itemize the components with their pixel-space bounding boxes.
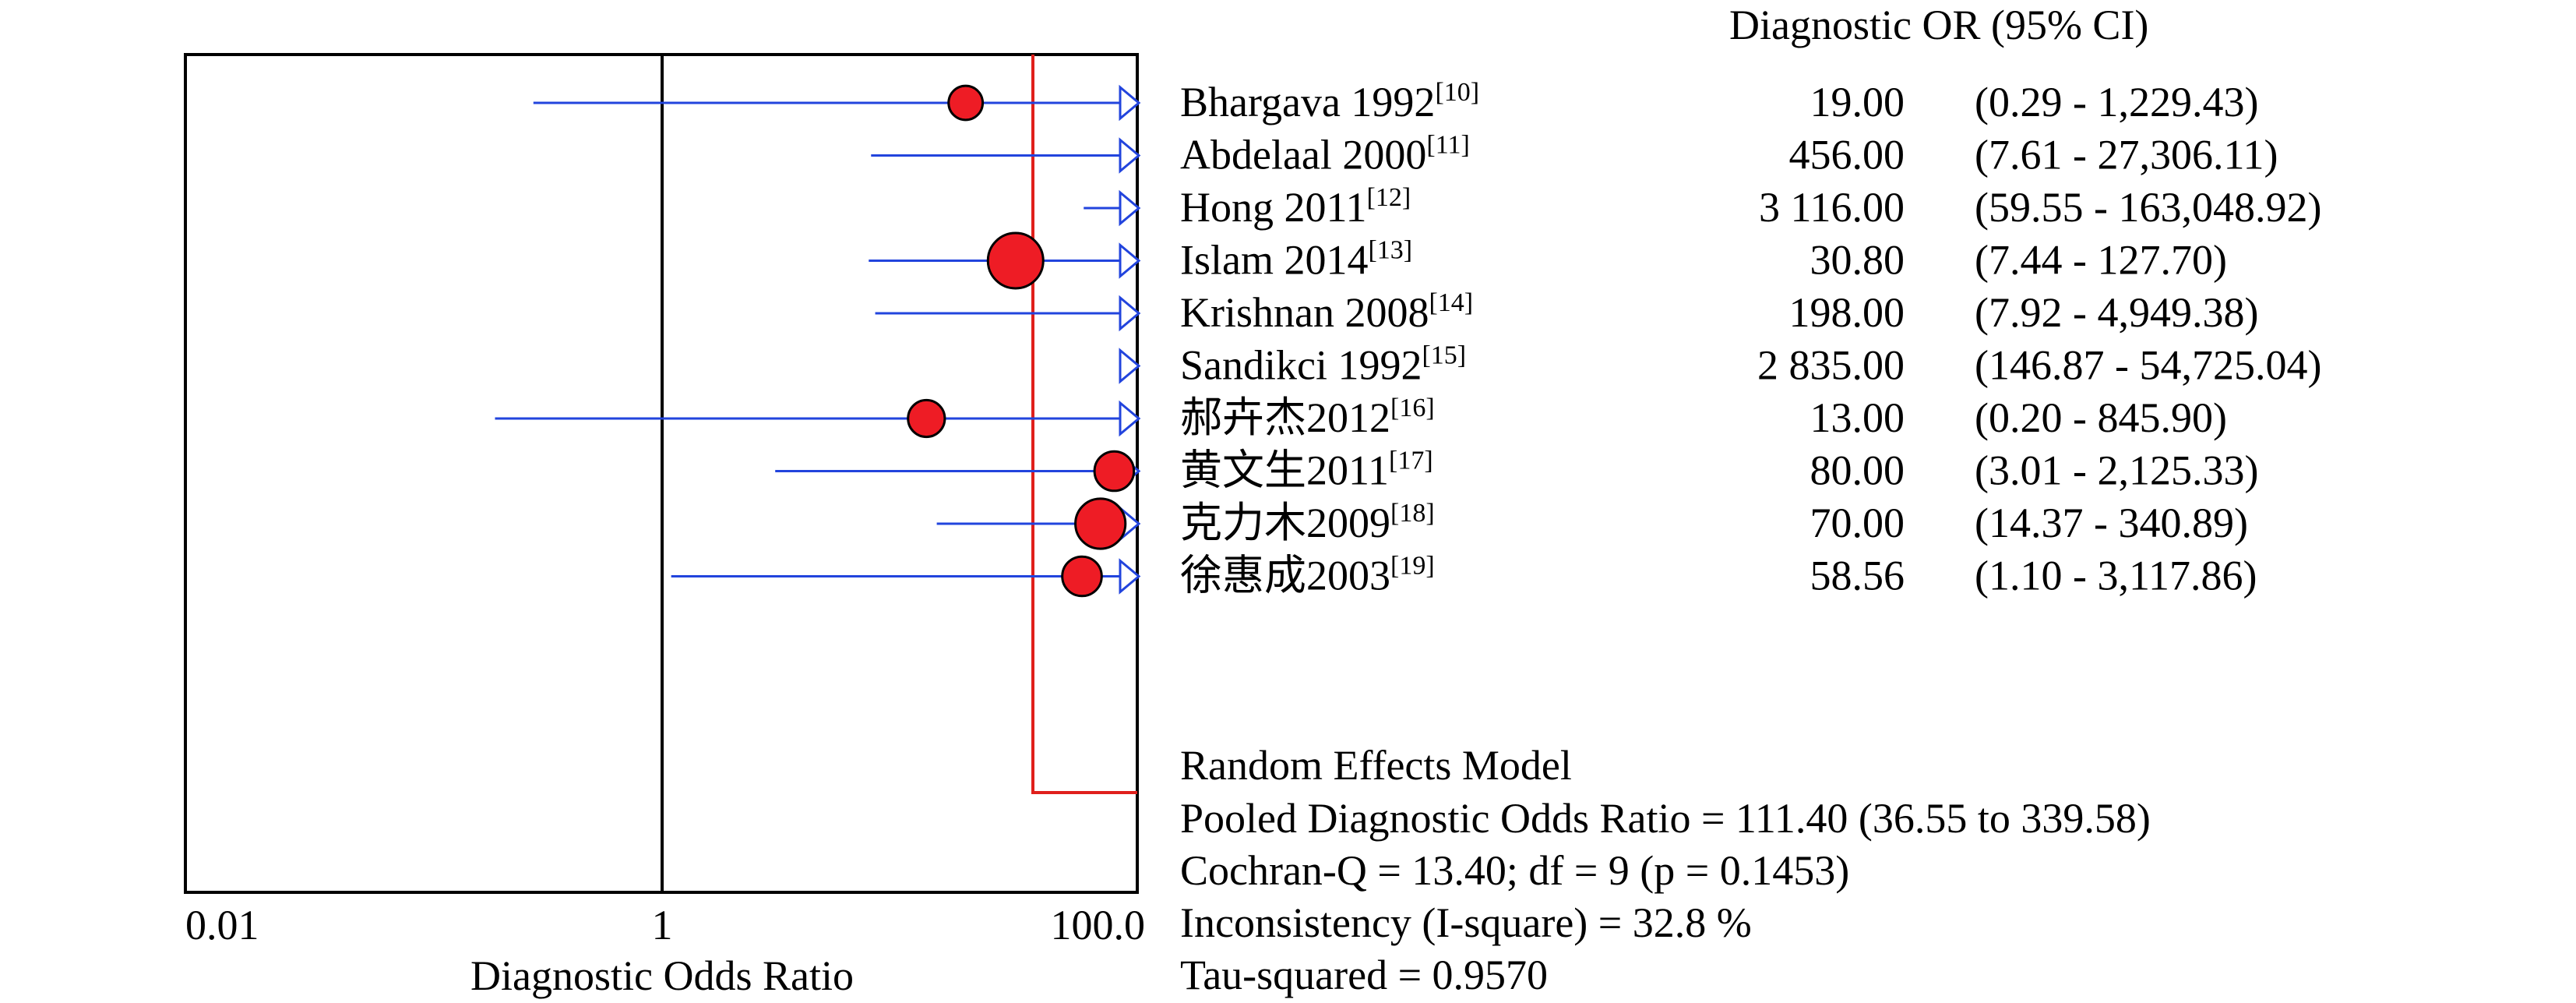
study-name: Abdelaal 2000 bbox=[1180, 132, 1426, 178]
ci-arrow-marker bbox=[1119, 242, 1141, 279]
study-name: Sandikci 1992 bbox=[1180, 342, 1422, 389]
study-name: 郝卉杰2012 bbox=[1180, 394, 1390, 441]
study-ref: [11] bbox=[1426, 131, 1469, 160]
study-row: 郝卉杰2012[16] 13.00 (0.20 - 845.90) bbox=[495, 394, 2227, 441]
ci-arrow-marker bbox=[1119, 558, 1141, 595]
point-estimate bbox=[907, 398, 946, 439]
study-ci-value: (7.92 - 4,949.38) bbox=[1975, 289, 2258, 336]
pooled-estimate-line bbox=[1031, 55, 1137, 794]
study-row: Abdelaal 2000[11] 456.00 (7.61 - 27,306.11… bbox=[871, 131, 2278, 178]
study-or-value: 198.00 bbox=[1789, 289, 1905, 336]
summary-cochran: Cochran-Q = 13.40; df = 9 (p = 0.1453) bbox=[1180, 847, 1849, 894]
x-tick-label-min: 0.01 bbox=[185, 902, 259, 948]
study-label: Hong 2011[12] bbox=[1180, 183, 1411, 231]
study-ref: [19] bbox=[1390, 552, 1435, 581]
study-name: 徐惠成2003 bbox=[1180, 553, 1390, 599]
study-or-value: 30.80 bbox=[1810, 237, 1905, 284]
study-ci-value: (146.87 - 54,725.04) bbox=[1975, 342, 2321, 389]
study-row: Islam 2014[13] 30.80 (7.44 - 127.70) bbox=[869, 231, 2227, 290]
study-label: 徐惠成2003[19] bbox=[1180, 552, 1435, 599]
study-label: Bhargava 1992[10] bbox=[1180, 78, 1479, 125]
study-ci-value: (0.29 - 1,229.43) bbox=[1975, 79, 2258, 125]
x-tick-label-mid: 1 bbox=[652, 902, 673, 948]
point-estimate bbox=[986, 231, 1045, 290]
summary-block: Random Effects Model Pooled Diagnostic O… bbox=[1180, 742, 2151, 998]
summary-tau: Tau-squared = 0.9570 bbox=[1180, 952, 1548, 998]
study-ci-value: (14.37 - 340.89) bbox=[1975, 500, 2248, 546]
ci-arrow-marker bbox=[1119, 137, 1141, 174]
study-or-value: 13.00 bbox=[1810, 394, 1905, 441]
study-or-value: 80.00 bbox=[1810, 447, 1905, 494]
study-row: Sandikci 1992[15] 2 835.00 (146.87 - 54,72… bbox=[1119, 341, 2321, 389]
study-or-value: 70.00 bbox=[1810, 500, 1905, 546]
study-row: 徐惠成2003[19] 58.56 (1.10 - 3,117.86) bbox=[671, 552, 2257, 599]
study-ci-value: (1.10 - 3,117.86) bbox=[1975, 553, 2257, 599]
study-rows: Bhargava 1992[10] 19.00 (0.29 - 1,229.43) A… bbox=[495, 78, 2321, 599]
study-name: Hong 2011 bbox=[1180, 184, 1367, 231]
study-label: 黄文生2011[17] bbox=[1180, 447, 1433, 494]
ci-arrow-marker bbox=[1119, 189, 1141, 227]
study-or-value: 2 835.00 bbox=[1757, 342, 1905, 389]
study-ci-value: (7.44 - 127.70) bbox=[1975, 237, 2227, 284]
ci-arrow-marker bbox=[1119, 84, 1141, 122]
study-ci-value: (7.61 - 27,306.11) bbox=[1975, 132, 2278, 178]
study-ref: [17] bbox=[1389, 447, 1433, 475]
summary-model: Random Effects Model bbox=[1180, 742, 1572, 789]
study-ci-value: (59.55 - 163,048.92) bbox=[1975, 184, 2321, 231]
study-label: Krishnan 2008[14] bbox=[1180, 288, 1473, 336]
ci-arrow-marker bbox=[1119, 400, 1141, 437]
study-row: 克力木2009[18] 70.00 (14.37 - 340.89) bbox=[936, 497, 2248, 550]
study-or-value: 456.00 bbox=[1789, 132, 1905, 178]
study-ci-value: (0.20 - 845.90) bbox=[1975, 394, 2227, 441]
study-label: 郝卉杰2012[16] bbox=[1180, 394, 1435, 441]
x-tick-label-max: 100.0 bbox=[1051, 902, 1146, 948]
study-name: Islam 2014 bbox=[1180, 237, 1368, 284]
study-label: 克力木2009[18] bbox=[1180, 499, 1435, 546]
study-name: Krishnan 2008 bbox=[1180, 289, 1429, 336]
ci-arrow-marker bbox=[1119, 348, 1141, 384]
study-row: 黄文生2011[17] 80.00 (3.01 - 2,125.33) bbox=[775, 447, 2258, 494]
study-row: Bhargava 1992[10] 19.00 (0.29 - 1,229.43) bbox=[533, 78, 2258, 125]
study-or-value: 19.00 bbox=[1810, 79, 1905, 125]
x-axis-label: Diagnostic Odds Ratio bbox=[470, 952, 854, 999]
study-or-value: 58.56 bbox=[1810, 553, 1905, 599]
study-label: Sandikci 1992[15] bbox=[1180, 341, 1466, 389]
ci-column-header: Diagnostic OR (95% CI) bbox=[1729, 2, 2148, 48]
study-label: Islam 2014[13] bbox=[1180, 236, 1412, 284]
study-label: Abdelaal 2000[11] bbox=[1180, 131, 1470, 178]
study-ref: [12] bbox=[1367, 183, 1411, 212]
study-ref: [18] bbox=[1390, 499, 1435, 528]
point-estimate bbox=[1093, 450, 1136, 493]
study-ref: [10] bbox=[1435, 78, 1479, 107]
study-ref: [15] bbox=[1422, 341, 1466, 370]
study-ci-value: (3.01 - 2,125.33) bbox=[1975, 447, 2258, 494]
study-ref: [14] bbox=[1429, 288, 1473, 317]
study-or-value: 3 116.00 bbox=[1759, 184, 1905, 231]
summary-inconsistency: Inconsistency (I-square) = 32.8 % bbox=[1180, 899, 1752, 946]
study-ref: [16] bbox=[1390, 394, 1435, 422]
study-name: Bhargava 1992 bbox=[1180, 79, 1435, 125]
summary-pooled: Pooled Diagnostic Odds Ratio = 111.40 (3… bbox=[1180, 795, 2151, 842]
study-name: 克力木2009 bbox=[1180, 500, 1390, 546]
study-row: Krishnan 2008[14] 198.00 (7.92 - 4,949.38) bbox=[875, 288, 2258, 336]
study-name: 黄文生2011 bbox=[1180, 447, 1389, 494]
point-estimate bbox=[947, 84, 985, 122]
study-row: Hong 2011[12] 3 116.00 (59.55 - 163,048.92… bbox=[1084, 183, 2321, 231]
ci-arrow-marker bbox=[1119, 295, 1141, 332]
point-estimate bbox=[1074, 497, 1127, 550]
point-estimate bbox=[1061, 555, 1103, 598]
study-ref: [13] bbox=[1368, 236, 1412, 265]
